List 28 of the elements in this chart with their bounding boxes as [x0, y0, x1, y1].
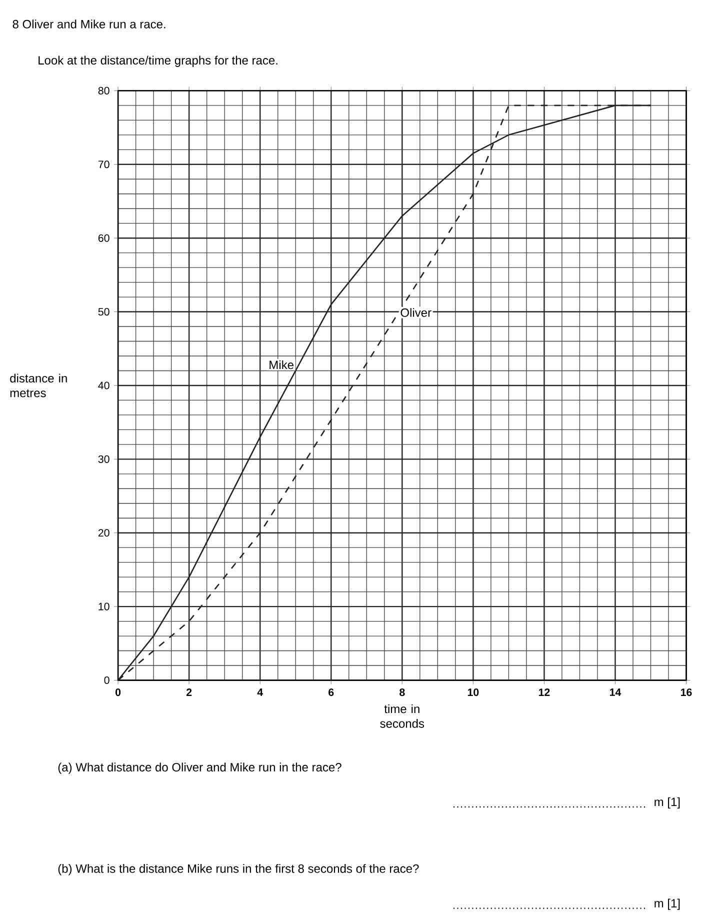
text: (a) What distance do Oliver and Mike run in the race?: [58, 762, 342, 774]
chart-subtitle: Look at the distance/time graphs for the race.: [38, 56, 278, 67]
text: m [1]: [654, 898, 680, 910]
x-tick-label: 2: [186, 688, 192, 696]
y-tick-label: 60: [98, 234, 110, 242]
text: (b) What is the distance Mike runs in the first 8 seconds of the race?: [58, 864, 419, 876]
y-tick-label: 70: [98, 160, 110, 168]
chart-title: 8 Oliver and Mike run a race.: [12, 20, 166, 28]
x-tick-label: 4: [257, 688, 263, 696]
y-tick-label: 0: [104, 676, 110, 684]
x-tick-label: 14: [610, 688, 621, 696]
x-tick-label: 12: [538, 688, 550, 696]
text: m [1]: [654, 797, 680, 809]
x-tick-label: 16: [680, 688, 692, 696]
y-tick-label: 30: [98, 455, 110, 463]
series-label: Oliver: [400, 308, 432, 317]
y-tick-label: 10: [98, 602, 110, 610]
x-tick-label: 0: [115, 688, 120, 696]
x-tick-label: 6: [328, 688, 334, 696]
x-tick-label: 10: [468, 688, 479, 696]
y-tick-label: 80: [98, 86, 110, 94]
x-axis-title: time in seconds: [380, 704, 424, 728]
series-label: Mike: [270, 360, 294, 370]
y-tick-label: 50: [98, 308, 110, 316]
y-tick-label: 40: [98, 382, 110, 390]
y-axis-title: distance in metres: [10, 374, 67, 398]
y-tick-label: 20: [98, 529, 110, 537]
x-tick-label: 8: [399, 688, 405, 696]
